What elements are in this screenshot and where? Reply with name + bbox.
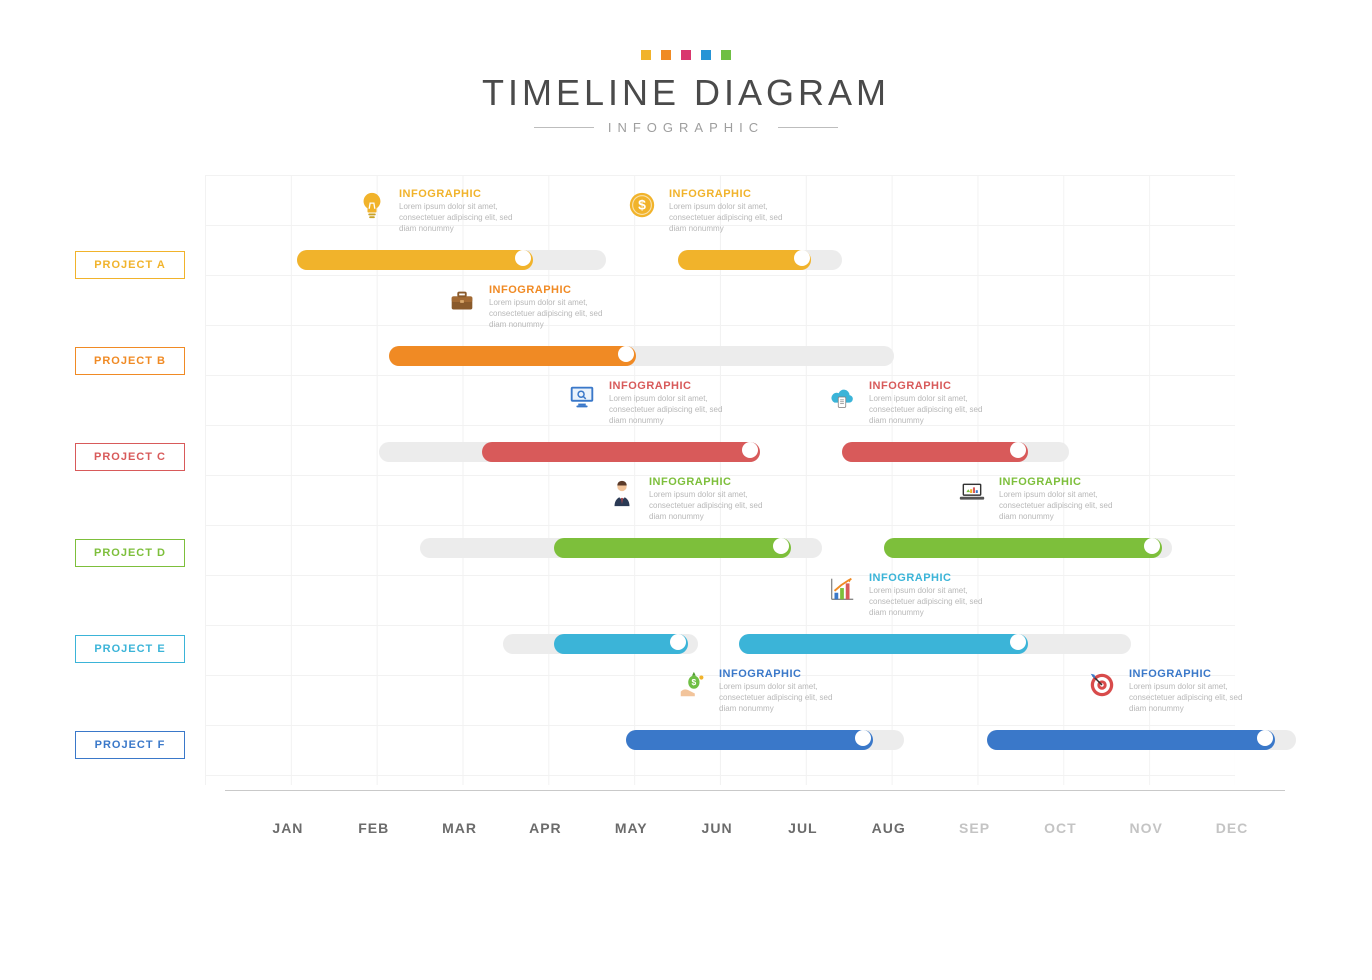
project-e-callout-0: INFOGRAPHIC Lorem ipsum dolor sit amet, c… — [825, 572, 999, 618]
header-accent-square — [721, 50, 731, 60]
callout-desc: Lorem ipsum dolor sit amet, consectetuer… — [649, 490, 779, 522]
project-a-callout-0: INFOGRAPHIC Lorem ipsum dolor sit amet, c… — [355, 188, 529, 234]
project-b-fill-0 — [389, 346, 636, 366]
briefcase-icon — [445, 284, 479, 318]
project-a-knob-1 — [794, 250, 810, 266]
project-c-knob-0 — [742, 442, 758, 458]
project-f-callout-0: $ INFOGRAPHIC Lorem ipsum dolor sit amet, … — [675, 668, 849, 714]
callout-desc: Lorem ipsum dolor sit amet, consectetuer… — [999, 490, 1129, 522]
project-e-knob-0 — [670, 634, 686, 650]
callout-heading: INFOGRAPHIC — [719, 668, 849, 680]
infographic-canvas: TIMELINE DIAGRAM INFOGRAPHIC JANFEBMARAP… — [0, 0, 1372, 980]
cloud-doc-icon — [825, 380, 859, 414]
project-c-knob-1 — [1010, 442, 1026, 458]
lightbulb-icon — [355, 188, 389, 222]
project-d-fill-1 — [884, 538, 1162, 558]
header-accent-squares — [0, 50, 1372, 60]
project-d-knob-0 — [773, 538, 789, 554]
money-hand-icon: $ — [675, 668, 709, 702]
project-a-fill-1 — [678, 250, 812, 270]
svg-text:$: $ — [692, 677, 697, 687]
month-label: MAY — [588, 820, 674, 836]
callout-desc: Lorem ipsum dolor sit amet, consectetuer… — [609, 394, 739, 426]
month-label: OCT — [1017, 820, 1103, 836]
callout-heading: INFOGRAPHIC — [399, 188, 529, 200]
project-c-fill-0 — [482, 442, 760, 462]
project-f-fill-1 — [987, 730, 1275, 750]
project-a-callout-1: $ INFOGRAPHIC Lorem ipsum dolor sit amet, … — [625, 188, 799, 234]
month-label: DEC — [1189, 820, 1275, 836]
subtitle-rule-left — [534, 127, 594, 128]
project-c-callout-0: INFOGRAPHIC Lorem ipsum dolor sit amet, c… — [565, 380, 739, 426]
month-label: NOV — [1103, 820, 1189, 836]
businessman-icon — [605, 476, 639, 510]
header-accent-square — [701, 50, 711, 60]
project-e-fill-0 — [554, 634, 688, 654]
project-e-knob-1 — [1010, 634, 1026, 650]
callout-desc: Lorem ipsum dolor sit amet, consectetuer… — [869, 394, 999, 426]
callout-desc: Lorem ipsum dolor sit amet, consectetuer… — [669, 202, 799, 234]
project-c-fill-1 — [842, 442, 1027, 462]
subtitle-rule-right — [778, 127, 838, 128]
project-a-row: INFOGRAPHIC Lorem ipsum dolor sit amet, c… — [75, 180, 1295, 276]
month-label: MAR — [417, 820, 503, 836]
page-subtitle-text: INFOGRAPHIC — [608, 120, 764, 135]
callout-desc: Lorem ipsum dolor sit amet, consectetuer… — [719, 682, 849, 714]
header-accent-square — [681, 50, 691, 60]
project-d-row: INFOGRAPHIC Lorem ipsum dolor sit amet, c… — [75, 468, 1295, 564]
callout-desc: Lorem ipsum dolor sit amet, consectetuer… — [399, 202, 529, 234]
callout-desc: Lorem ipsum dolor sit amet, consectetuer… — [1129, 682, 1259, 714]
callout-heading: INFOGRAPHIC — [999, 476, 1129, 488]
header-accent-square — [661, 50, 671, 60]
project-a-fill-0 — [297, 250, 534, 270]
month-label: SEP — [932, 820, 1018, 836]
monitor-search-icon — [565, 380, 599, 414]
callout-desc: Lorem ipsum dolor sit amet, consectetuer… — [869, 586, 999, 618]
month-label: AUG — [846, 820, 932, 836]
gantt-chart: JANFEBMARAPRMAYJUNJULAUGSEPOCTNOVDEC PRO… — [75, 175, 1295, 815]
month-label: FEB — [331, 820, 417, 836]
callout-heading: INFOGRAPHIC — [669, 188, 799, 200]
callout-heading: INFOGRAPHIC — [649, 476, 779, 488]
month-axis: JANFEBMARAPRMAYJUNJULAUGSEPOCTNOVDEC — [245, 820, 1275, 836]
month-label: APR — [502, 820, 588, 836]
target-icon — [1085, 668, 1119, 702]
callout-desc: Lorem ipsum dolor sit amet, consectetuer… — [489, 298, 619, 330]
callout-heading: INFOGRAPHIC — [609, 380, 739, 392]
page-title: TIMELINE DIAGRAM — [0, 72, 1372, 114]
project-e-fill-1 — [739, 634, 1027, 654]
month-label: JAN — [245, 820, 331, 836]
project-d-callout-1: INFOGRAPHIC Lorem ipsum dolor sit amet, c… — [955, 476, 1129, 522]
dollar-coin-icon: $ — [625, 188, 659, 222]
project-c-callout-1: INFOGRAPHIC Lorem ipsum dolor sit amet, c… — [825, 380, 999, 426]
header-accent-square — [641, 50, 651, 60]
project-b-callout-0: INFOGRAPHIC Lorem ipsum dolor sit amet, c… — [445, 284, 619, 330]
project-d-fill-0 — [554, 538, 791, 558]
project-c-row: INFOGRAPHIC Lorem ipsum dolor sit amet, c… — [75, 372, 1295, 468]
callout-heading: INFOGRAPHIC — [869, 380, 999, 392]
project-b-row: INFOGRAPHIC Lorem ipsum dolor sit amet, c… — [75, 276, 1295, 372]
svg-text:$: $ — [638, 197, 646, 213]
callout-heading: INFOGRAPHIC — [489, 284, 619, 296]
laptop-chart-icon — [955, 476, 989, 510]
project-f-callout-1: INFOGRAPHIC Lorem ipsum dolor sit amet, c… — [1085, 668, 1259, 714]
project-f-fill-0 — [626, 730, 873, 750]
callout-heading: INFOGRAPHIC — [869, 572, 999, 584]
callout-heading: INFOGRAPHIC — [1129, 668, 1259, 680]
page-subtitle: INFOGRAPHIC — [0, 120, 1372, 135]
project-e-row: INFOGRAPHIC Lorem ipsum dolor sit amet, c… — [75, 564, 1295, 660]
project-d-callout-0: INFOGRAPHIC Lorem ipsum dolor sit amet, c… — [605, 476, 779, 522]
project-f-knob-1 — [1257, 730, 1273, 746]
month-label: JUN — [674, 820, 760, 836]
project-d-knob-1 — [1144, 538, 1160, 554]
month-label: JUL — [760, 820, 846, 836]
growth-chart-icon — [825, 572, 859, 606]
x-axis — [225, 790, 1285, 791]
project-f-row: $ INFOGRAPHIC Lorem ipsum dolor sit amet, … — [75, 660, 1295, 756]
